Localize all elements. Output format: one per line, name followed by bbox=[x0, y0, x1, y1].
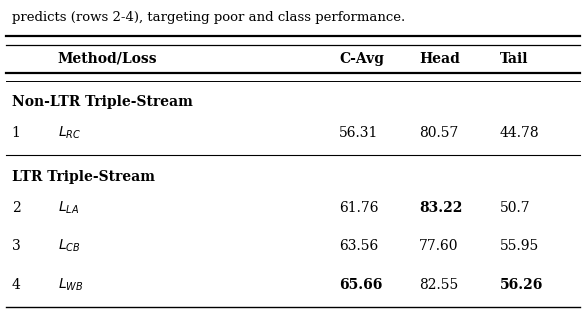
Text: 80.57: 80.57 bbox=[420, 126, 459, 140]
Text: 50.7: 50.7 bbox=[500, 201, 530, 215]
Text: LTR Triple-Stream: LTR Triple-Stream bbox=[12, 170, 155, 184]
Text: $L_{LA}$: $L_{LA}$ bbox=[57, 199, 79, 216]
Text: 63.56: 63.56 bbox=[339, 239, 378, 253]
Text: C-Avg: C-Avg bbox=[339, 52, 384, 66]
Text: $L_{WB}$: $L_{WB}$ bbox=[57, 277, 83, 293]
Text: 1: 1 bbox=[12, 126, 21, 140]
Text: 56.31: 56.31 bbox=[339, 126, 379, 140]
Text: 61.76: 61.76 bbox=[339, 201, 379, 215]
Text: Tail: Tail bbox=[500, 52, 528, 66]
Text: 82.55: 82.55 bbox=[420, 278, 459, 292]
Text: 2: 2 bbox=[12, 201, 21, 215]
Text: 77.60: 77.60 bbox=[420, 239, 459, 253]
Text: $L_{CB}$: $L_{CB}$ bbox=[57, 238, 80, 254]
Text: 55.95: 55.95 bbox=[500, 239, 539, 253]
Text: 3: 3 bbox=[12, 239, 21, 253]
Text: $L_{RC}$: $L_{RC}$ bbox=[57, 125, 81, 142]
Text: 56.26: 56.26 bbox=[500, 278, 543, 292]
Text: predicts (rows 2-4), targeting poor and class performance.: predicts (rows 2-4), targeting poor and … bbox=[12, 11, 405, 24]
Text: 83.22: 83.22 bbox=[420, 201, 463, 215]
Text: Non-LTR Triple-Stream: Non-LTR Triple-Stream bbox=[12, 95, 192, 109]
Text: Head: Head bbox=[420, 52, 460, 66]
Text: Method/Loss: Method/Loss bbox=[57, 52, 157, 66]
Text: 65.66: 65.66 bbox=[339, 278, 382, 292]
Text: 4: 4 bbox=[12, 278, 21, 292]
Text: 44.78: 44.78 bbox=[500, 126, 539, 140]
